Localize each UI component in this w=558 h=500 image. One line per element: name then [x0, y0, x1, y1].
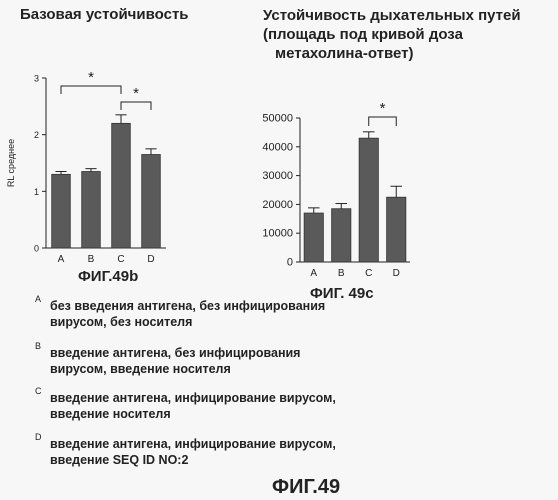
legend-line: без введения антигена, без инфицирования [50, 298, 325, 314]
y-tick-label: 20000 [262, 199, 293, 211]
legend-line: введение носителя [50, 406, 336, 422]
figure-title: ФИГ.49 [272, 476, 340, 499]
chart-49c-title-line: Устойчивость дыхательных путей [263, 6, 521, 25]
chart-49b: 0 1 2 3 RL среднее A B C D * * [0, 0, 200, 270]
chart-49c-title: Устойчивость дыхательных путей (площадь … [263, 6, 521, 63]
bar [52, 174, 71, 248]
y-tick-label: 3 [34, 74, 39, 84]
x-tick-label: A [310, 268, 317, 279]
bar [304, 213, 323, 262]
y-tick-label: 40000 [262, 141, 293, 153]
x-tick-label: D [147, 254, 154, 265]
significance-bracket [121, 102, 151, 110]
y-tick-label: 2 [34, 130, 39, 140]
bar [332, 209, 351, 262]
chart-49b-figure-label: ФИГ.49b [78, 268, 138, 285]
bar [387, 197, 406, 262]
legend-line: введение антигена, инфицирование вирусом… [50, 390, 336, 406]
legend-line: введение антигена, инфицирование вирусом… [50, 436, 336, 452]
bar [142, 155, 161, 249]
legend-line: введение антигена, без инфицирования [50, 345, 300, 361]
x-tick-label: D [393, 268, 400, 279]
x-tick-label: B [338, 268, 345, 279]
significance-star: * [133, 85, 139, 102]
legend-line: вирусом, без носителя [50, 314, 325, 330]
x-tick-label: C [365, 268, 372, 279]
significance-bracket [369, 117, 397, 126]
legend-line: введение SEQ ID NO:2 [50, 452, 336, 468]
legend-letter: D [35, 432, 42, 442]
y-tick-label: 0 [34, 244, 39, 254]
legend-text-a: без введения антигена, без инфицирования… [50, 298, 325, 330]
y-tick-label: 0 [287, 257, 293, 269]
chart-49b-plot: 0 1 2 3 RL среднее A B C D * * [0, 0, 200, 270]
legend-letter: A [35, 294, 41, 304]
significance-star: * [380, 100, 386, 117]
legend-letter: B [35, 341, 41, 351]
y-tick-label: 30000 [262, 170, 293, 182]
chart-49c-plot: 0 10000 20000 30000 40000 50000 A B C D * [220, 80, 460, 290]
chart-49c: 0 10000 20000 30000 40000 50000 A B C D * [220, 80, 460, 290]
bar [112, 123, 131, 248]
y-tick-label: 1 [34, 187, 39, 197]
x-tick-label: B [88, 254, 95, 265]
legend-text-d: введение антигена, инфицирование вирусом… [50, 436, 336, 468]
chart-49c-title-line: метахолина-ответ) [263, 44, 521, 63]
chart-49c-title-line: (площадь под кривой доза [263, 25, 521, 44]
legend-text-c: введение антигена, инфицирование вирусом… [50, 390, 336, 422]
bar [82, 172, 101, 249]
x-tick-label: A [58, 254, 65, 265]
significance-star: * [88, 69, 94, 86]
y-axis-label: RL среднее [6, 139, 16, 187]
bar [359, 138, 378, 262]
legend-line: вирусом, введение носителя [50, 361, 300, 377]
legend-text-b: введение антигена, без инфицирования вир… [50, 345, 300, 377]
y-tick-label: 50000 [262, 113, 293, 125]
x-tick-label: C [117, 254, 124, 265]
y-tick-label: 10000 [262, 228, 293, 240]
significance-bracket [61, 86, 121, 94]
legend-letter: C [35, 386, 42, 396]
